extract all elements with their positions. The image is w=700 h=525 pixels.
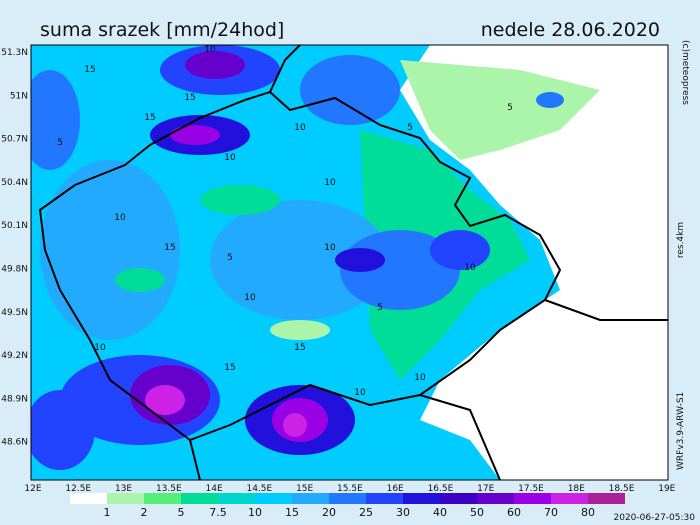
lat-label: 49.2N — [1, 351, 28, 361]
contour-label: 10 — [294, 123, 306, 133]
colorbar-swatch — [329, 493, 366, 504]
colorbar-label: 60 — [507, 506, 521, 519]
lon-label: 18.5E — [609, 484, 635, 494]
colorbar-swatch — [403, 493, 440, 504]
lon-label: 19E — [658, 484, 675, 494]
contour-label: 5 — [507, 103, 513, 113]
lat-label: 49.5N — [1, 308, 28, 318]
colorbar-label: 2 — [141, 506, 148, 519]
contour-label: 5 — [57, 138, 63, 148]
resolution: res.4km — [676, 222, 686, 258]
lon-label: 17E — [477, 484, 494, 494]
colorbar-label: 25 — [359, 506, 373, 519]
lat-label: 51.3N — [1, 48, 28, 58]
contour-label: 10 — [204, 45, 216, 55]
colorbar-label: 40 — [433, 506, 447, 519]
colorbar-swatch — [107, 493, 144, 504]
colorbar-swatch — [551, 493, 588, 504]
colorbar-label: 5 — [178, 506, 185, 519]
lon-label: 16E — [387, 484, 404, 494]
colorbar-swatch — [218, 493, 255, 504]
contour-label: 10 — [324, 178, 336, 188]
contour-label: 10 — [224, 153, 236, 163]
contour-label: 15 — [84, 65, 95, 75]
colorbar-swatch — [514, 493, 551, 504]
lat-label: 50.4N — [1, 178, 28, 188]
colorbar-swatch — [440, 493, 477, 504]
contour-label: 15 — [184, 93, 195, 103]
colorbar-label: 1 — [104, 506, 111, 519]
precip-field — [31, 45, 668, 480]
contour-label: 10 — [464, 263, 476, 273]
lat-label: 50.7N — [1, 135, 28, 145]
contour-label: 5 — [377, 303, 383, 313]
timestamp: 2020-06-27-05:30 — [614, 513, 696, 523]
colorbar-swatch — [588, 493, 625, 504]
colorbar-swatch — [144, 493, 181, 504]
lat-label: 48.6N — [1, 438, 28, 448]
borders — [38, 44, 668, 481]
contour-label: 10 — [114, 213, 126, 223]
contour-label: 5 — [227, 253, 233, 263]
lon-label: 14.5E — [246, 484, 272, 494]
date: nedele 28.06.2020 — [481, 19, 660, 41]
colorbar-swatch — [70, 493, 107, 504]
contour-label: 10 — [354, 388, 366, 398]
title: suma srazek [mm/24hod] — [40, 19, 284, 41]
lon-label: 12.5E — [65, 484, 91, 494]
lon-label: 13E — [115, 484, 132, 494]
lon-label: 17.5E — [518, 484, 544, 494]
colorbar-swatch — [181, 493, 218, 504]
colorbar-swatch — [255, 493, 292, 504]
plot-frame — [30, 44, 669, 481]
contour-label: 10 — [414, 373, 426, 383]
lat-label: 51N — [10, 91, 28, 101]
lat-label: 50.1N — [1, 221, 28, 231]
contour-label: 10 — [244, 293, 256, 303]
lon-label: 18E — [568, 484, 585, 494]
colorbar-label: 70 — [544, 506, 558, 519]
model: WRFv3.9-ARW-S1 — [676, 392, 686, 470]
contour-label: 15 — [294, 343, 305, 353]
colorbar-label: 30 — [396, 506, 410, 519]
lat-label: 48.9N — [1, 394, 28, 404]
lon-label: 13.5E — [156, 484, 182, 494]
lon-label: 12E — [24, 484, 41, 494]
lon-label: 15.5E — [337, 484, 363, 494]
lon-label: 15E — [296, 484, 313, 494]
lon-label: 14E — [206, 484, 223, 494]
contour-label: 5 — [407, 123, 413, 133]
lon-label: 16.5E — [428, 484, 454, 494]
contour-label: 10 — [94, 343, 106, 353]
lat-label: 49.8N — [1, 265, 28, 275]
colorbar-swatch — [292, 493, 329, 504]
colorbar-label: 20 — [322, 506, 336, 519]
colorbar-label: 10 — [248, 506, 262, 519]
copyright: (c)meteopress — [680, 40, 690, 105]
colorbar-label: 7.5 — [209, 506, 227, 519]
contour-label: 10 — [324, 243, 336, 253]
contour-label: 15 — [164, 243, 175, 253]
colorbar-swatch — [477, 493, 514, 504]
contour-label: 15 — [144, 113, 155, 123]
colorbar-label: 80 — [581, 506, 595, 519]
contour-label: 15 — [224, 363, 235, 373]
colorbar-label: 15 — [285, 506, 299, 519]
colorbar-swatch — [366, 493, 403, 504]
colorbar-label: 50 — [470, 506, 484, 519]
